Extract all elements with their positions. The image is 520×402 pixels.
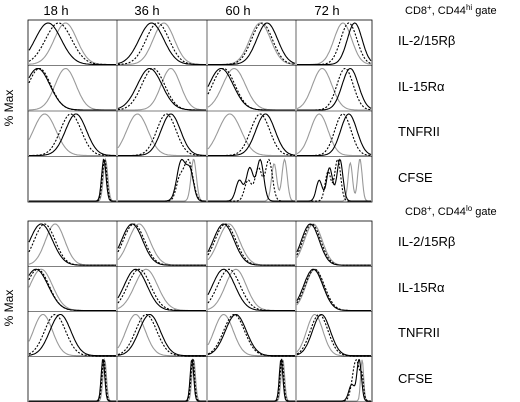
histogram-bottom-il2-15rb-72h-black-curve <box>296 223 371 266</box>
histogram-top-tnfrii-72h-black-curve <box>297 113 372 157</box>
histogram-bottom-cfse-18h-black-curve <box>29 359 116 402</box>
row-label-tnfrii-top: TNFRII <box>398 124 440 139</box>
histogram-bottom-il15ra-60h-dot-curve <box>207 268 295 312</box>
histogram-top-il15ra-60h-black-curve <box>207 67 295 111</box>
histogram-bottom-cfse-72h-black-curve <box>297 359 371 402</box>
histogram-bottom-tnfrii-72h-gray-curve <box>296 313 371 357</box>
bottom-panel-grid <box>27 220 373 402</box>
histogram-top-il15ra-60h-gray-curve <box>207 67 295 111</box>
histogram-bottom-il15ra-18h-gray-curve <box>28 268 116 312</box>
gate-label-cd44lo: CD8+, CD44lo gate <box>405 204 497 218</box>
histogram-top-tnfrii-60h-black-curve <box>208 113 296 157</box>
histogram-bottom-tnfrii-36h-dot-curve <box>117 313 206 357</box>
row-label-cfse-bottom: CFSE <box>398 371 433 386</box>
histogram-bottom-il15ra-36h-dot-curve <box>117 268 206 312</box>
histogram-bottom-il15ra-72h-dot-curve <box>296 268 371 312</box>
histogram-bottom-tnfrii-60h-black-curve <box>207 313 295 357</box>
histogram-top-tnfrii-18h-gray-curve <box>28 113 116 157</box>
histogram-bottom-tnfrii-72h-dot-curve <box>296 313 371 357</box>
bottom-panel-histograms <box>28 223 371 402</box>
histogram-bottom-tnfrii-18h-dot-curve <box>28 313 116 357</box>
top-panel-grid <box>27 19 373 203</box>
histogram-top-il2-15rb-72h-black-curve <box>297 22 372 66</box>
row-label-il2-15rb-bottom: IL-2/15Rβ <box>398 234 455 249</box>
histogram-top-cfse-72h-gray-curve <box>297 158 371 202</box>
column-label-60h: 60 h <box>225 3 250 18</box>
histogram-top-cfse-18h-black-curve <box>29 158 116 202</box>
histogram-top-il15ra-72h-black-curve <box>297 67 372 111</box>
row-label-il15ra-bottom: IL-15Rα <box>398 280 445 295</box>
histogram-top-il2-15rb-60h-black-curve <box>208 22 296 66</box>
histogram-top-il15ra-36h-gray-curve <box>118 67 206 111</box>
histogram-bottom-il2-15rb-60h-black-curve <box>207 223 295 266</box>
histogram-top-cfse-36h-black-curve <box>118 158 206 202</box>
histogram-top-il2-15rb-18h-black-curve <box>28 22 116 66</box>
row-label-cfse-top: CFSE <box>398 170 433 185</box>
histogram-bottom-tnfrii-60h-dot-curve <box>207 313 295 357</box>
histogram-top-il2-15rb-60h-gray-curve <box>208 22 295 66</box>
histogram-bottom-il15ra-18h-dot-curve <box>28 268 116 312</box>
gate-label-cd44hi: CD8+, CD44hi gate <box>405 3 497 17</box>
histogram-bottom-il2-15rb-18h-gray-curve <box>28 223 116 266</box>
histogram-top-tnfrii-72h-gray-curve <box>296 113 371 157</box>
y-axis-label-top: % Max <box>2 90 16 127</box>
histogram-top-tnfrii-36h-black-curve <box>118 113 206 157</box>
histogram-top-il15ra-18h-black-curve <box>28 67 116 111</box>
histogram-top-cfse-72h-black-curve <box>297 158 371 202</box>
histogram-top-cfse-60h-black-curve <box>208 158 295 202</box>
histogram-bottom-cfse-60h-black-curve <box>208 358 295 402</box>
histogram-top-il15ra-36h-black-curve <box>117 67 206 111</box>
histogram-top-cfse-60h-gray-curve <box>208 158 296 202</box>
row-label-il2-15rb-top: IL-2/15Rβ <box>398 33 455 48</box>
histogram-top-cfse-72h-dot-curve <box>297 158 371 202</box>
histogram-top-il2-15rb-36h-gray-curve <box>118 22 206 66</box>
histogram-bottom-tnfrii-72h-black-curve <box>296 313 371 357</box>
row-label-il15ra-top: IL-15Rα <box>398 79 445 94</box>
histogram-top-il15ra-18h-gray-curve <box>29 67 116 111</box>
histogram-bottom-il2-15rb-18h-black-curve <box>28 223 116 266</box>
histogram-top-tnfrii-36h-gray-curve <box>117 113 206 157</box>
histogram-bottom-il15ra-72h-black-curve <box>296 268 371 312</box>
histogram-top-il15ra-18h-dot-curve <box>28 67 116 111</box>
histogram-bottom-il15ra-60h-black-curve <box>207 268 295 312</box>
column-label-18h: 18 h <box>43 3 68 18</box>
histogram-top-tnfrii-60h-gray-curve <box>207 113 295 157</box>
histogram-top-tnfrii-18h-dot-curve <box>29 113 116 157</box>
histogram-top-il2-15rb-18h-gray-curve <box>28 22 116 66</box>
histogram-top-il2-15rb-36h-black-curve <box>117 22 206 66</box>
histogram-bottom-il15ra-18h-black-curve <box>28 268 116 312</box>
histogram-bottom-il2-15rb-60h-dot-curve <box>207 223 295 266</box>
histogram-bottom-il2-15rb-18h-dot-curve <box>28 223 116 266</box>
histogram-bottom-il2-15rb-72h-gray-curve <box>296 223 371 266</box>
histogram-top-il15ra-72h-gray-curve <box>296 67 371 111</box>
histogram-bottom-tnfrii-18h-black-curve <box>28 313 116 357</box>
histogram-top-il2-15rb-60h-dot-curve <box>208 22 296 66</box>
histogram-bottom-tnfrii-60h-gray-curve <box>207 313 295 357</box>
row-label-tnfrii-bottom: TNFRII <box>398 325 440 340</box>
y-axis-label-bottom: % Max <box>2 290 16 327</box>
histogram-bottom-tnfrii-36h-black-curve <box>117 313 206 357</box>
histogram-top-il2-15rb-36h-dot-curve <box>118 22 206 66</box>
histogram-top-il15ra-36h-dot-curve <box>117 67 206 111</box>
histogram-bottom-il2-15rb-36h-black-curve <box>117 223 206 266</box>
histogram-top-il2-15rb-72h-gray-curve <box>297 22 372 66</box>
histogram-bottom-il2-15rb-36h-dot-curve <box>117 223 206 266</box>
histogram-bottom-il2-15rb-60h-gray-curve <box>207 223 295 266</box>
histogram-bottom-il2-15rb-36h-gray-curve <box>117 223 206 266</box>
column-label-72h: 72 h <box>314 3 339 18</box>
histogram-top-tnfrii-72h-dot-curve <box>297 113 371 157</box>
histogram-bottom-il15ra-36h-black-curve <box>117 268 206 312</box>
column-label-36h: 36 h <box>134 3 159 18</box>
top-panel-histograms <box>28 22 372 202</box>
histogram-top-tnfrii-18h-black-curve <box>29 113 116 157</box>
histogram-bottom-cfse-36h-black-curve <box>118 358 206 402</box>
